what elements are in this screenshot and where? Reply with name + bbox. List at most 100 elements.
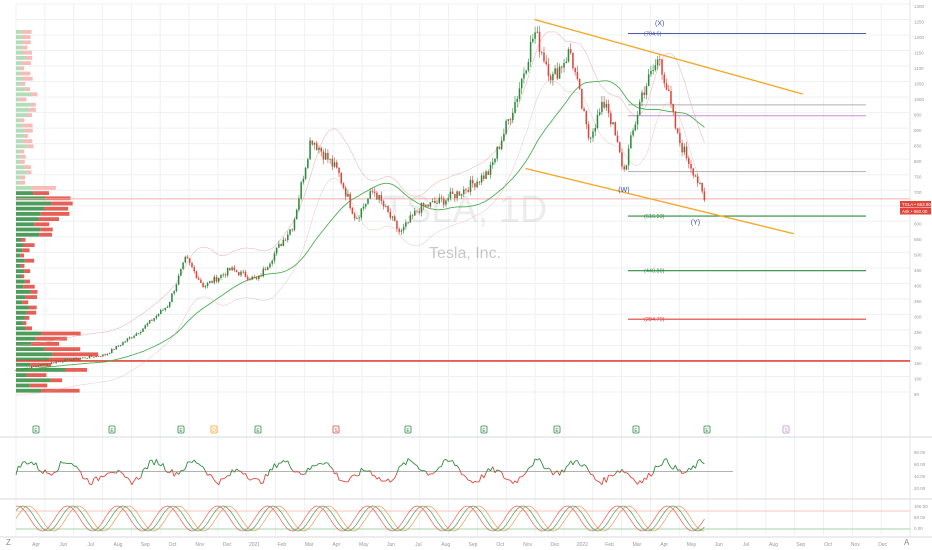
- candle-body: [364, 203, 367, 207]
- oscillator-1-segment: [29, 461, 32, 464]
- candle-body: [95, 355, 97, 358]
- volume-bar-up: [16, 232, 40, 237]
- oscillator-1-segment: [374, 475, 378, 480]
- volume-bar-down: [22, 139, 33, 143]
- time-tick-label: Dec: [550, 542, 559, 548]
- candle-body: [137, 333, 140, 335]
- volume-bar-up: [16, 201, 52, 206]
- price-tick-label: 100: [914, 376, 922, 381]
- oscillator-1-segment: [291, 469, 295, 473]
- oscillator-1-segment: [570, 460, 574, 465]
- oscillator-1-segment: [541, 462, 545, 469]
- oscillator-1-segment: [89, 483, 92, 486]
- candle-body: [262, 268, 265, 277]
- candle-body: [469, 179, 472, 192]
- oscillator-1-segment: [200, 465, 204, 468]
- volume-bar-down: [24, 269, 31, 273]
- candle-body: [115, 346, 118, 350]
- candle-body: [160, 310, 162, 315]
- candle-body: [442, 198, 445, 205]
- candle-body: [75, 358, 77, 360]
- oscillator-1-tick-label: 60.00: [914, 462, 926, 467]
- oscillator-1-segment: [40, 470, 44, 474]
- candle-body: [233, 267, 236, 271]
- volume-bar-up: [16, 362, 31, 367]
- time-tick-label: Apr: [32, 542, 40, 548]
- oscillator-1-segment: [376, 477, 380, 480]
- oscillator-1-segment: [100, 475, 104, 478]
- volume-bar-up: [16, 206, 44, 211]
- candle-body: [135, 333, 138, 336]
- oscillator-1-segment: [463, 474, 467, 478]
- volume-bar-down: [26, 310, 37, 315]
- time-axis: Apr Jun Jul Aug Sep Oct Nov Dec 2021 Feb Mar Apr May…: [32, 542, 888, 548]
- volume-bar-up: [16, 165, 25, 169]
- volume-bar-up: [16, 118, 20, 123]
- oscillator-1-segment: [592, 474, 596, 480]
- candle-body: [563, 63, 565, 68]
- candle-body: [358, 217, 360, 219]
- volume-bar-up: [16, 258, 25, 263]
- candle-body: [625, 165, 628, 170]
- oscillator-1-segment: [626, 472, 629, 475]
- candle-body: [594, 127, 596, 132]
- volume-bar-down: [20, 66, 25, 71]
- footer-left-label: Z: [6, 538, 11, 547]
- oscillator-1-segment: [104, 473, 108, 477]
- price-tick-label: 700: [914, 190, 922, 195]
- oscillator-1-segment: [528, 466, 531, 469]
- oscillator-1-segment: [211, 476, 215, 481]
- oscillator-1-segment: [614, 470, 618, 475]
- volume-bar-down: [31, 92, 38, 97]
- volume-bar-down: [44, 347, 81, 351]
- volume-bar-up: [16, 82, 21, 86]
- candle-body: [456, 191, 458, 199]
- candle-body: [249, 279, 251, 281]
- oscillator-1-segment: [650, 473, 654, 477]
- oscillator-1-segment: [321, 463, 324, 465]
- event-marker-label: E: [110, 428, 114, 434]
- candle-body: [445, 200, 447, 205]
- event-marker: [632, 425, 640, 434]
- moving-averages: [15, 31, 705, 396]
- candle-body: [592, 131, 594, 138]
- volume-bar-down: [25, 56, 33, 60]
- oscillator-1-segment: [323, 462, 326, 465]
- candle-body: [242, 271, 245, 273]
- candle-body: [465, 189, 467, 191]
- candle-body: [275, 247, 278, 254]
- candle-body: [576, 72, 579, 79]
- oscillator-1-segment: [283, 460, 286, 463]
- candle-body: [90, 355, 93, 357]
- volume-bar-down: [19, 118, 25, 123]
- candle-body: [237, 272, 240, 276]
- price-level-label: (616.93): [644, 214, 665, 220]
- candle-body: [654, 65, 657, 70]
- oscillator-1-segment: [512, 480, 516, 484]
- event-marker-label: S: [784, 428, 788, 434]
- oscillator-1-segment: [336, 472, 340, 481]
- candle-body: [565, 61, 568, 64]
- oscillator-1-segment: [193, 459, 197, 464]
- oscillator-1-segment: [122, 473, 126, 478]
- price-tick-label: 450: [914, 268, 922, 273]
- volume-bar-up: [16, 191, 34, 195]
- candle-body: [293, 219, 296, 230]
- candle-body: [396, 220, 398, 229]
- candle-body: [246, 276, 249, 280]
- footer-right-label[interactable]: A: [904, 538, 910, 547]
- candle-body: [39, 364, 42, 367]
- candle-body: [291, 229, 294, 231]
- volume-bar-down: [21, 30, 32, 34]
- oscillator-1-segment: [701, 462, 705, 465]
- candle-body: [389, 211, 392, 218]
- candle-body: [500, 140, 503, 150]
- candle-body: [35, 366, 37, 368]
- oscillator-1-segment: [605, 475, 610, 483]
- candle-body: [371, 191, 374, 193]
- volume-bar-up: [16, 87, 25, 91]
- candle-body: [97, 355, 100, 357]
- volume-bar-up: [16, 238, 22, 242]
- candle-body: [200, 279, 202, 283]
- volume-bar-up: [16, 56, 26, 60]
